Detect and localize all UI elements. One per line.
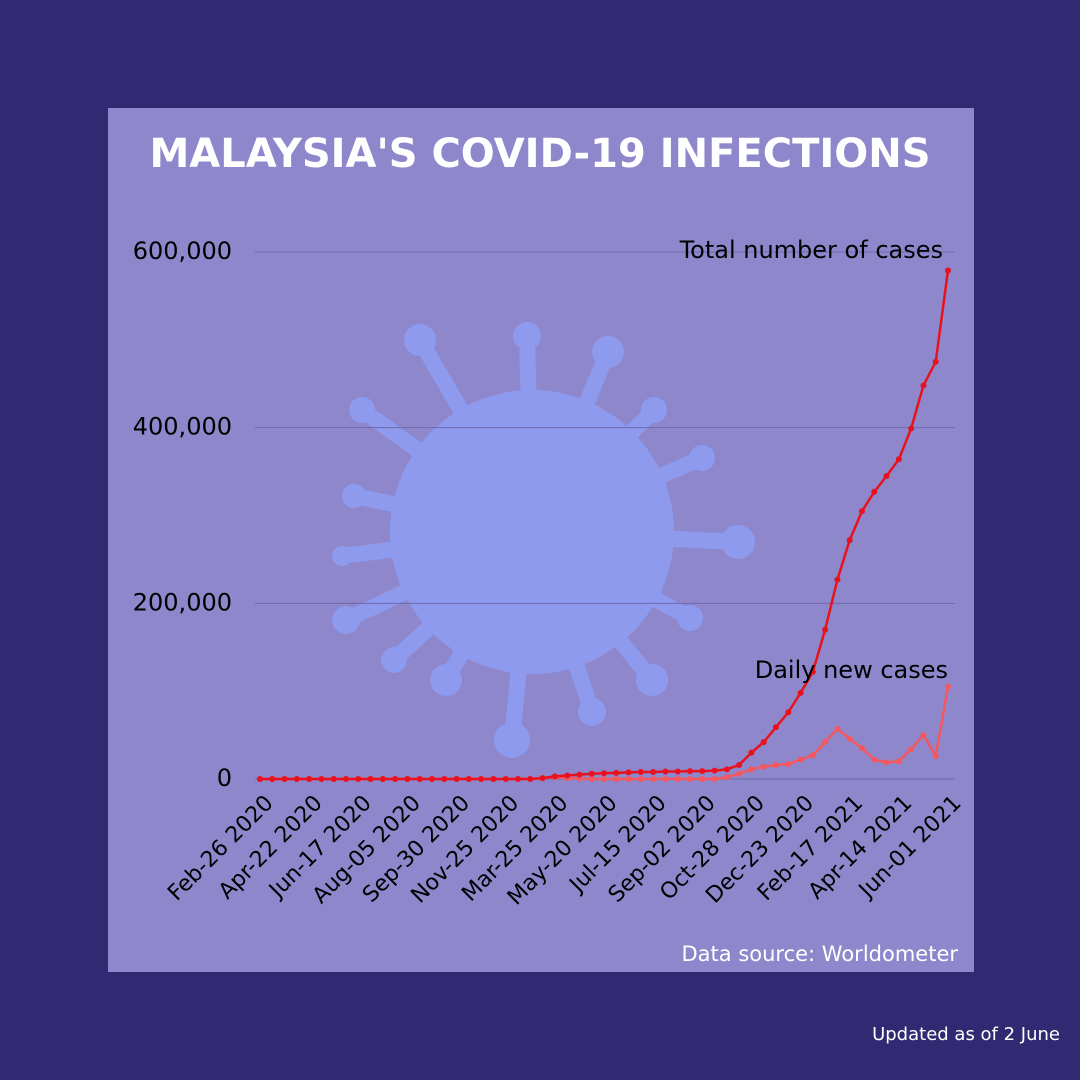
- data-point: [859, 508, 865, 515]
- data-point: [601, 770, 607, 777]
- data-point: [883, 472, 890, 479]
- data-point: [515, 776, 521, 782]
- data-point: [355, 776, 362, 782]
- data-point: [773, 724, 779, 731]
- data-point: [883, 759, 890, 766]
- y-tick-label: 0: [217, 764, 232, 792]
- data-point: [834, 576, 841, 583]
- data-point: [318, 776, 325, 782]
- data-point: [392, 776, 399, 782]
- series-label: Total number of cases: [679, 236, 943, 264]
- data-point: [404, 776, 411, 782]
- data-point: [650, 776, 657, 782]
- data-point: [478, 776, 485, 782]
- data-point: [895, 456, 902, 463]
- data-point: [637, 776, 644, 782]
- data-point: [453, 776, 460, 782]
- data-point: [306, 776, 313, 782]
- data-point: [699, 776, 706, 782]
- data-point: [687, 776, 693, 782]
- data-point: [797, 689, 804, 696]
- data-point: [465, 776, 472, 782]
- data-point: [723, 766, 730, 773]
- data-point: [662, 776, 669, 782]
- data-point: [564, 772, 571, 779]
- data-point: [539, 775, 546, 782]
- data-point: [367, 776, 374, 782]
- data-point: [330, 776, 337, 782]
- series-label: Daily new cases: [755, 656, 948, 684]
- data-point: [293, 776, 300, 782]
- y-tick-label: 400,000: [133, 413, 232, 441]
- data-point: [945, 683, 951, 690]
- data-point: [736, 761, 743, 768]
- data-point: [932, 753, 939, 760]
- data-point: [601, 776, 607, 782]
- data-point: [429, 776, 435, 782]
- data-point: [416, 776, 423, 782]
- data-point: [379, 776, 386, 782]
- data-point: [760, 763, 767, 770]
- data-point: [576, 771, 583, 778]
- data-point: [502, 776, 509, 782]
- data-point: [871, 488, 878, 495]
- data-point: [674, 768, 681, 775]
- data-point: [920, 382, 927, 389]
- data-point: [809, 668, 816, 675]
- data-point: [257, 776, 263, 782]
- data-point: [945, 267, 951, 274]
- y-tick-label: 600,000: [133, 237, 232, 265]
- data-point: [822, 739, 829, 746]
- data-point: [859, 745, 865, 752]
- data-point: [834, 725, 841, 732]
- data-point: [588, 770, 595, 777]
- data-point: [748, 766, 755, 773]
- data-point: [760, 739, 767, 746]
- data-point: [613, 769, 620, 776]
- virus-illustration: [332, 322, 755, 758]
- data-point: [343, 776, 349, 782]
- chart-title: MALAYSIA'S COVID-19 INFECTIONS: [149, 131, 930, 177]
- data-point: [588, 776, 595, 782]
- data-point: [723, 774, 730, 781]
- data-point: [625, 769, 632, 776]
- data-point: [748, 749, 755, 756]
- data-point: [490, 776, 497, 782]
- data-point: [687, 768, 693, 775]
- data-point: [637, 768, 644, 775]
- data-point: [711, 776, 718, 782]
- data-point: [822, 626, 829, 633]
- data-point: [920, 732, 927, 739]
- data-point: [871, 756, 878, 763]
- data-point: [846, 735, 853, 742]
- data-point: [736, 770, 743, 777]
- data-point: [281, 776, 288, 782]
- data-point: [932, 358, 939, 365]
- data-point: [625, 776, 632, 782]
- data-point: [699, 768, 706, 775]
- data-point: [895, 758, 902, 765]
- data-point: [809, 752, 816, 759]
- data-point: [650, 768, 657, 775]
- data-point: [908, 425, 915, 432]
- y-tick-label: 200,000: [133, 588, 232, 616]
- data-point: [785, 709, 792, 716]
- updated-note: Updated as of 2 June: [872, 1024, 1060, 1045]
- data-point: [551, 773, 558, 780]
- data-point: [613, 776, 620, 782]
- data-point: [674, 776, 681, 782]
- data-point: [711, 767, 718, 774]
- data-point: [269, 776, 276, 782]
- source-note: Data source: Worldometer: [682, 942, 959, 966]
- data-point: [441, 776, 448, 782]
- data-point: [527, 776, 534, 782]
- data-point: [773, 761, 779, 768]
- data-point: [797, 756, 804, 763]
- data-point: [662, 768, 669, 775]
- data-point: [908, 746, 915, 753]
- data-point: [846, 537, 853, 544]
- data-point: [785, 761, 792, 768]
